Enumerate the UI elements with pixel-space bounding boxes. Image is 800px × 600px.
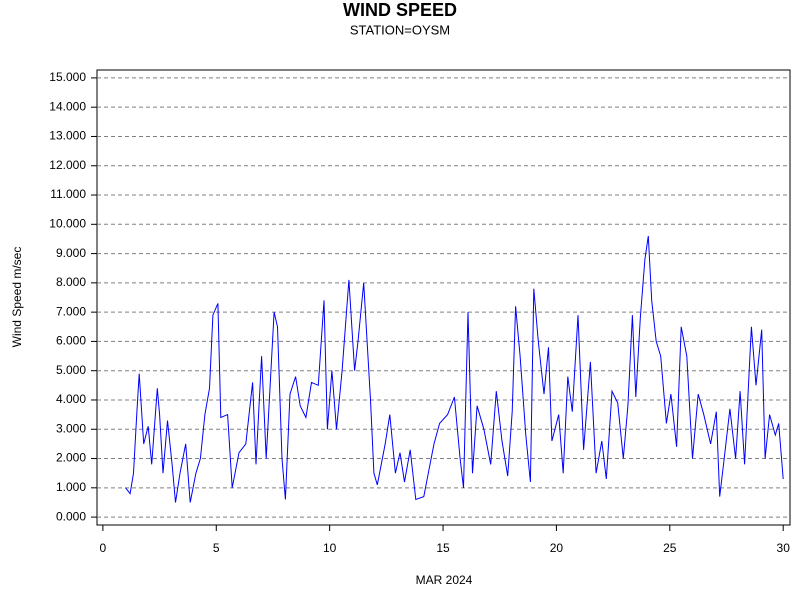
x-tick-label: 10 [323,541,337,555]
x-tick-label: 15 [436,541,450,555]
y-tick-label: 4.000 [56,392,86,406]
y-tick-label: 13.000 [49,129,86,143]
y-tick-label: 11.000 [50,187,86,201]
y-axis-label: Wind Speed m/sec [10,247,24,348]
x-axis-label: MAR 2024 [416,573,473,587]
x-tick-label: 30 [777,541,791,555]
x-tick-label: 25 [663,541,677,555]
y-tick-label: 15.000 [49,70,86,84]
x-tick-label: 5 [213,541,220,555]
y-tick-label: 5.000 [56,363,86,377]
y-tick-label: 7.000 [56,304,86,318]
x-tick-label: 0 [100,541,107,555]
y-tick-label: 1.000 [56,480,86,494]
x-tick-label: 20 [550,541,564,555]
y-tick-label: 10.000 [49,216,86,230]
y-tick-label: 12.000 [49,158,86,172]
y-tick-label: 14.000 [49,99,86,113]
y-tick-label: 9.000 [56,246,86,260]
data-line [125,235,784,503]
chart-subtitle: STATION=OYSM [350,22,450,37]
y-tick-label: 0.000 [56,509,86,523]
y-tick-label: 2.000 [56,451,86,465]
y-tick-label: 6.000 [56,334,86,348]
chart-title: WIND SPEED [343,0,457,20]
y-tick-label: 8.000 [56,275,86,289]
y-tick-label: 3.000 [56,421,86,435]
